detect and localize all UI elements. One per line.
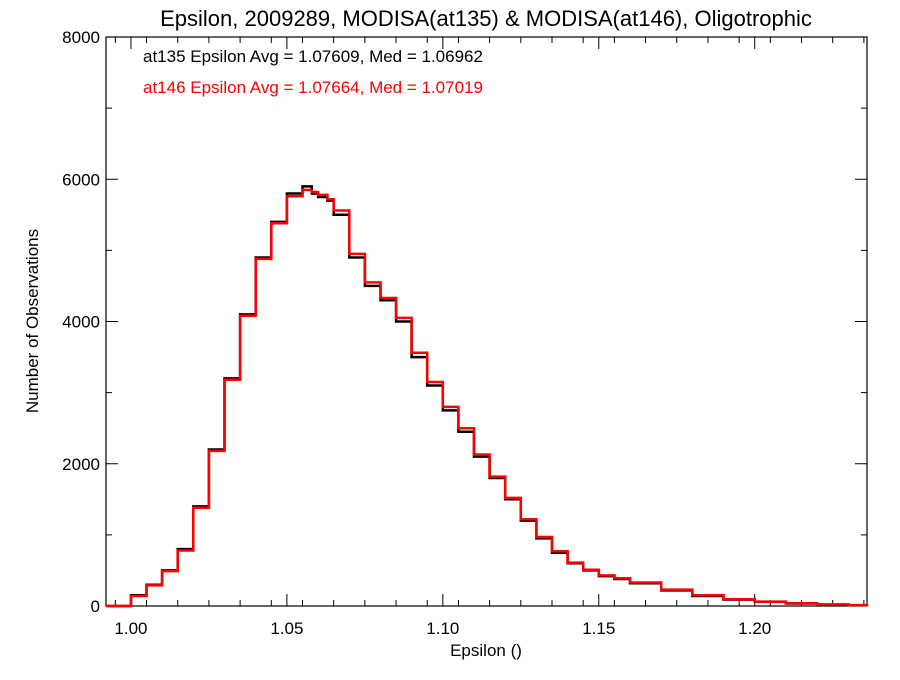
x-axis-label: Epsilon () [450,641,522,660]
x-tick-label: 1.05 [270,619,303,638]
y-tick-label: 6000 [62,170,100,189]
x-tick-label: 1.00 [114,619,147,638]
x-tick-label: 1.20 [738,619,771,638]
series-layer [106,185,869,608]
annotation-at135: at135 Epsilon Avg = 1.07609, Med = 1.069… [143,47,483,66]
y-tick-label: 8000 [62,28,100,47]
y-tick-label: 2000 [62,455,100,474]
x-tick-label: 1.15 [582,619,615,638]
y-axis-label: Number of Observations [23,229,42,413]
annotation-at146: at146 Epsilon Avg = 1.07664, Med = 1.070… [143,78,483,97]
y-tick-label: 0 [91,597,100,616]
y-tick-label: 4000 [62,313,100,332]
ticks-layer: 1.00 1.05 1.10 1.15 1.20 0 2000 4000 6000 8000 [62,28,867,638]
plot-frame [105,36,868,607]
chart-title: Epsilon, 2009289, MODISA(at135) & MODISA… [160,6,812,31]
x-tick-label: 1.10 [426,619,459,638]
series-line-at146 [106,188,869,608]
series-line-at135 [106,185,869,608]
